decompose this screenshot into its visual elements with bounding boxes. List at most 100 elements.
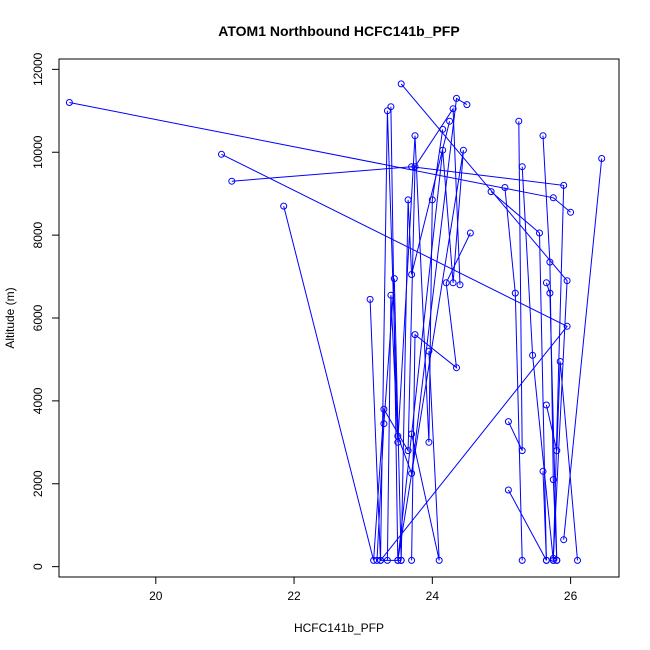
data-point xyxy=(397,80,405,88)
data-point xyxy=(501,184,509,191)
data-point xyxy=(563,322,571,330)
series-line-10 xyxy=(411,232,471,561)
series-line-16 xyxy=(507,471,547,561)
chart-title: ATOM1 Northbound HCFC141b_PFP xyxy=(218,23,459,39)
data-point xyxy=(598,155,606,162)
data-point xyxy=(504,418,512,426)
series-line-11 xyxy=(411,351,440,561)
series-line-13 xyxy=(504,187,523,561)
data-point xyxy=(567,208,575,216)
data-point xyxy=(373,556,381,564)
y-tick-label: 10000 xyxy=(31,135,45,169)
data-point xyxy=(463,101,471,109)
series-line-1 xyxy=(69,102,571,213)
data-point xyxy=(563,277,571,285)
series-line-20 xyxy=(563,158,603,540)
data-point xyxy=(228,177,236,185)
data-point xyxy=(446,117,454,125)
data-point xyxy=(404,196,412,204)
data-point xyxy=(449,105,457,113)
data-point xyxy=(408,556,416,564)
data-point xyxy=(546,258,554,266)
data-point xyxy=(383,107,391,115)
y-axis-label: Altitude (m) xyxy=(3,287,17,348)
data-point xyxy=(65,99,73,106)
data-point xyxy=(425,347,433,355)
data-point xyxy=(466,229,474,237)
data-point xyxy=(504,486,512,494)
data-point xyxy=(487,188,495,196)
x-tick-label: 20 xyxy=(149,589,163,603)
data-point xyxy=(380,405,388,413)
plot-frame xyxy=(58,58,620,578)
data-point xyxy=(556,358,564,365)
data-point xyxy=(449,279,457,287)
data-point xyxy=(518,163,526,171)
data-point xyxy=(394,556,402,564)
series-line-19 xyxy=(545,361,578,561)
data-point xyxy=(549,476,557,484)
data-point xyxy=(518,556,526,564)
series-layer xyxy=(65,80,606,564)
data-point xyxy=(411,331,419,339)
data-point xyxy=(411,132,419,140)
data-point xyxy=(518,447,526,455)
series-line-18 xyxy=(545,282,558,561)
data-point xyxy=(546,289,554,297)
series-line-12 xyxy=(490,191,547,561)
data-point xyxy=(439,146,447,154)
x-axis-label: HCFC141b_PFP xyxy=(294,621,384,635)
data-point xyxy=(536,229,543,237)
data-point xyxy=(456,281,464,289)
data-point xyxy=(553,447,561,455)
data-point xyxy=(408,430,416,438)
data-point xyxy=(515,117,523,125)
data-point xyxy=(404,447,412,455)
y-tick-label: 6000 xyxy=(31,304,45,331)
data-point xyxy=(366,295,374,303)
data-point xyxy=(383,556,391,564)
data-point xyxy=(542,401,550,409)
data-point xyxy=(459,146,467,154)
y-tick-label: 2000 xyxy=(31,470,45,497)
data-point xyxy=(387,103,395,111)
data-point xyxy=(511,289,519,297)
y-tick-label: 0 xyxy=(31,563,45,570)
data-point xyxy=(553,556,561,564)
y-axis: 0 2000 4000 6000 8000 10000 12000 xyxy=(31,52,59,570)
series-line-14 xyxy=(507,121,523,451)
data-point xyxy=(408,271,416,278)
data-point xyxy=(542,556,550,564)
data-point xyxy=(539,132,547,140)
data-point xyxy=(549,194,557,202)
data-point xyxy=(442,279,450,287)
data-point xyxy=(218,150,225,158)
data-point xyxy=(529,351,537,359)
data-point xyxy=(380,420,388,428)
data-point xyxy=(411,163,419,171)
data-point xyxy=(390,275,398,283)
x-tick-label: 22 xyxy=(287,589,301,603)
x-tick-label: 24 xyxy=(426,589,440,603)
y-tick-label: 12000 xyxy=(31,52,45,86)
data-point xyxy=(453,94,460,102)
series-line-3 xyxy=(231,166,565,561)
data-point xyxy=(539,467,547,475)
y-tick-label: 4000 xyxy=(31,387,45,414)
data-point xyxy=(428,196,436,204)
data-point xyxy=(453,364,460,372)
series-line-8 xyxy=(390,106,464,561)
data-point xyxy=(560,536,568,544)
series-line-9 xyxy=(400,83,568,559)
series-line-6 xyxy=(386,129,444,561)
data-point xyxy=(560,181,568,189)
data-point xyxy=(425,438,433,446)
y-tick-label: 8000 xyxy=(31,221,45,248)
x-tick-label: 26 xyxy=(564,589,578,603)
series-line-15 xyxy=(521,166,554,561)
data-point xyxy=(542,279,550,287)
x-axis: 20 22 24 26 xyxy=(149,577,578,603)
data-point xyxy=(370,556,378,564)
data-point xyxy=(435,556,443,564)
